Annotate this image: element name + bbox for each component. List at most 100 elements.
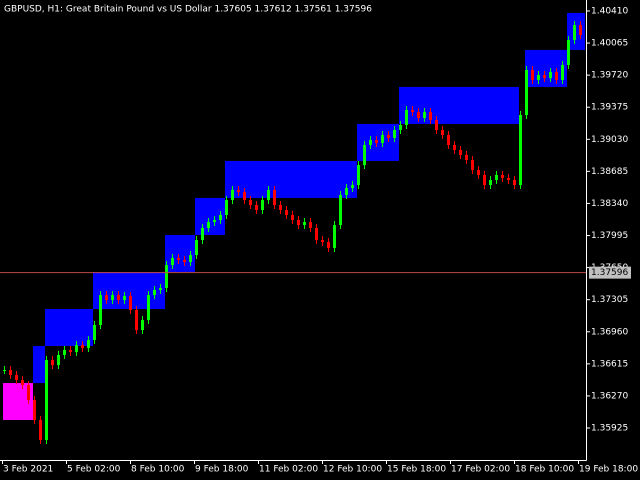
candle-body: [219, 214, 222, 221]
candle-body: [567, 39, 570, 65]
price-label: 1.37596: [591, 268, 628, 278]
candle-body: [21, 380, 24, 386]
candle-body: [177, 258, 180, 260]
candle-body: [153, 290, 156, 296]
candle-body: [249, 200, 252, 206]
candle-body: [273, 189, 276, 206]
candle-body: [189, 255, 192, 263]
candle-body: [225, 200, 228, 215]
candle-body: [453, 144, 456, 150]
candle-body: [123, 295, 126, 301]
candle-body: [441, 129, 444, 136]
candle-body: [321, 239, 324, 243]
y-tick-label: 1.37995: [591, 231, 628, 241]
y-tick-label: 1.36270: [591, 391, 628, 401]
candle-body: [513, 180, 516, 186]
candle-body: [69, 349, 72, 353]
candle-body: [255, 205, 258, 211]
candle-body: [87, 340, 90, 349]
candle-body: [537, 75, 540, 80]
candle-body: [495, 174, 498, 181]
y-tick-label: 1.40410: [591, 6, 628, 16]
y-tick-label: 1.38340: [591, 199, 628, 209]
candle-body: [27, 385, 30, 401]
candle-body: [429, 112, 432, 121]
candle-body: [165, 265, 168, 288]
candle-body: [405, 110, 408, 125]
candle-body: [117, 295, 120, 301]
candle-body: [33, 400, 36, 421]
candle-body: [147, 295, 150, 321]
candle-body: [303, 222, 306, 226]
x-tick-label: 8 Feb 10:00: [131, 465, 185, 475]
candle-body: [573, 25, 576, 40]
candle-body: [93, 324, 96, 341]
candle-body: [519, 115, 522, 186]
candle-body: [99, 295, 102, 325]
candle-body: [135, 310, 138, 331]
candle-body: [111, 295, 114, 301]
candle-body: [579, 25, 582, 35]
candle-body: [411, 110, 414, 113]
candle-body: [237, 189, 240, 193]
candle-body: [279, 205, 282, 211]
candle-body: [525, 70, 528, 116]
candle-body: [423, 112, 426, 118]
candle-body: [561, 64, 564, 80]
candle-body: [369, 140, 372, 145]
x-tick-label: 15 Feb 18:00: [387, 465, 446, 475]
candle-body: [45, 360, 48, 441]
candle-body: [543, 75, 546, 79]
candle-body: [51, 360, 54, 366]
candle-body: [501, 174, 504, 178]
candle-body: [63, 349, 66, 356]
price-label-bg: [589, 266, 631, 279]
candle-body: [285, 210, 288, 215]
candle-body: [213, 220, 216, 223]
candle-body: [201, 228, 204, 240]
candle-body: [291, 214, 294, 221]
x-tick-label: 18 Feb 10:00: [515, 465, 574, 475]
candle-body: [309, 222, 312, 229]
candle-body: [531, 70, 534, 80]
x-tick-label: 5 Feb 02:00: [67, 465, 121, 475]
candle-body: [315, 228, 318, 240]
candle-body: [81, 344, 84, 349]
candle-body: [297, 220, 300, 226]
candle-body: [417, 112, 420, 118]
x-tick-label: 9 Feb 18:00: [195, 465, 249, 475]
candle-body: [171, 258, 174, 266]
candle-body: [141, 320, 144, 331]
box: [45, 308, 93, 346]
candle-body: [75, 344, 78, 353]
y-tick-label: 1.39375: [591, 103, 628, 113]
candle-body: [3, 369, 6, 371]
y-tick-label: 1.39720: [591, 71, 628, 81]
candle-body: [483, 174, 486, 186]
x-tick-label: 19 Feb 18:00: [579, 465, 638, 475]
box: [525, 49, 567, 87]
candle-body: [381, 135, 384, 144]
x-tick-label: 11 Feb 02:00: [259, 465, 318, 475]
candle-body: [399, 124, 402, 130]
candle-body: [435, 120, 438, 130]
candle-body: [351, 185, 354, 189]
candle-body: [489, 180, 492, 186]
y-tick-label: 1.35925: [591, 424, 628, 434]
candle-body: [363, 144, 366, 166]
candle-body: [261, 200, 264, 211]
candle-body: [231, 189, 234, 201]
candle-body: [333, 225, 336, 248]
box: [33, 345, 45, 384]
candle-body: [15, 375, 18, 381]
candle-body: [357, 165, 360, 186]
y-tick-label: 1.38685: [591, 167, 628, 177]
candle-body: [471, 160, 474, 170]
candle-body: [507, 177, 510, 181]
y-tick-label: 1.39030: [591, 135, 628, 145]
candle-body: [345, 188, 348, 195]
box: [225, 160, 357, 198]
candle-body: [549, 71, 552, 79]
